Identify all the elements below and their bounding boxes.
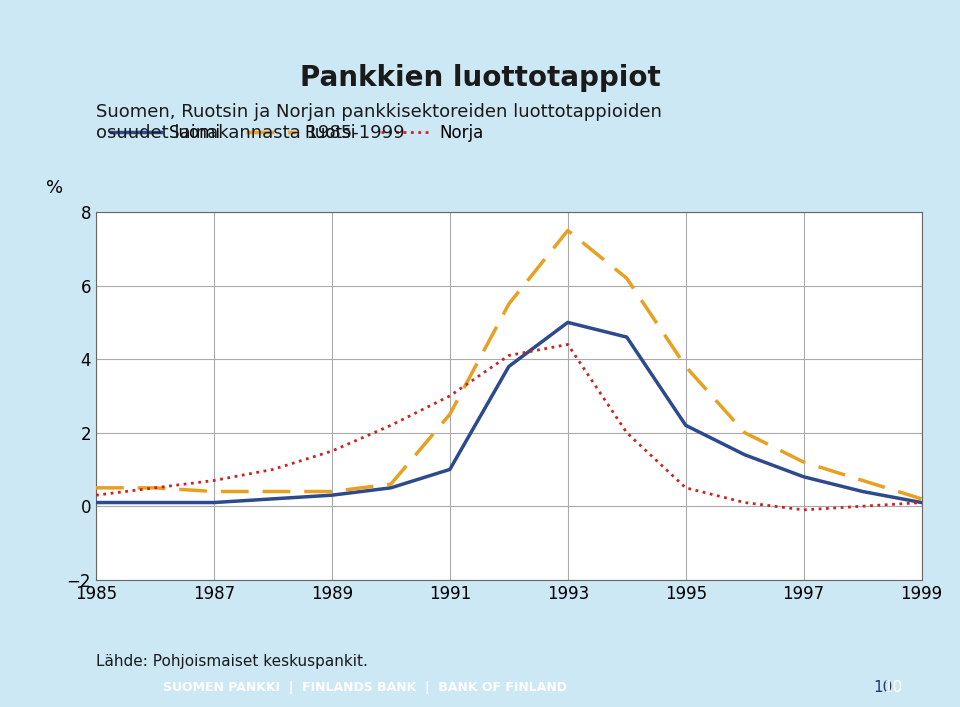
Text: %: % <box>46 180 63 197</box>
Text: SUOMEN PANKKI  |  FINLANDS BANK  |  BANK OF FINLAND: SUOMEN PANKKI | FINLANDS BANK | BANK OF … <box>163 681 566 694</box>
Text: osuudet lainakannasta 1985-1999: osuudet lainakannasta 1985-1999 <box>96 124 404 141</box>
Text: 10: 10 <box>883 679 902 695</box>
Text: 10: 10 <box>874 679 893 695</box>
Text: Lähde: Pohjoismaiset keskuspankit.: Lähde: Pohjoismaiset keskuspankit. <box>96 654 368 669</box>
Text: Pankkien luottotappiot: Pankkien luottotappiot <box>300 64 660 92</box>
Legend: Suomi, Ruotsi, Norja: Suomi, Ruotsi, Norja <box>105 117 491 149</box>
Text: Suomen, Ruotsin ja Norjan pankkisektoreiden luottotappioiden: Suomen, Ruotsin ja Norjan pankkisektorei… <box>96 103 661 120</box>
